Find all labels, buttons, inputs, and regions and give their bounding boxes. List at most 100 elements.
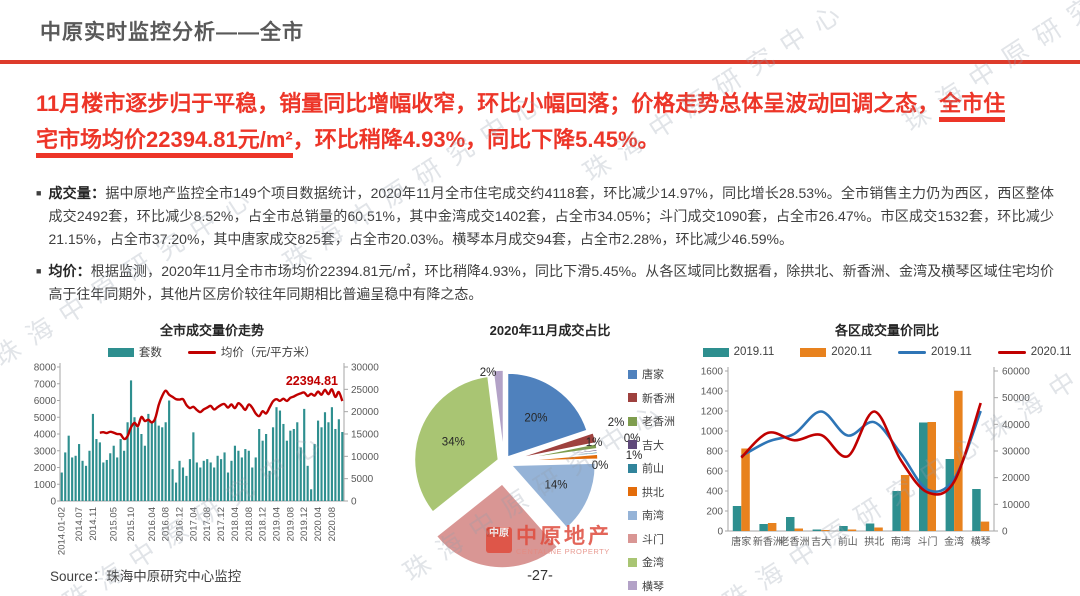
volume-bar [323, 412, 327, 501]
volume-bar [88, 450, 91, 501]
volume-bar [71, 457, 74, 501]
dot-swatch-icon [628, 534, 637, 543]
svg-text:2014.01-02: 2014.01-02 [57, 507, 68, 555]
bar [767, 523, 777, 531]
svg-text:0: 0 [1002, 527, 1008, 538]
svg-text:20000: 20000 [351, 407, 379, 418]
bar [865, 523, 875, 531]
volume-bar [313, 444, 316, 501]
bars-2019.11 [732, 422, 981, 531]
dot-swatch-icon [628, 557, 637, 567]
pie-slice-label: 1% [626, 450, 643, 462]
bullet-volume: ■ 成交量：据中原地产监控全市149个项目数据统计，2020年11月全市住宅成交… [36, 182, 1054, 251]
chart-pie-legend: 唐家 新香洲 老香洲 吉大 前山 拱北 南湾 斗门 金湾 横琴 [628, 366, 675, 594]
svg-text:1200: 1200 [701, 407, 724, 418]
svg-text:5000: 5000 [34, 413, 57, 424]
svg-text:10000: 10000 [1002, 500, 1030, 511]
svg-text:4000: 4000 [34, 430, 57, 441]
volume-bar [237, 450, 240, 501]
volume-bar [240, 457, 243, 501]
volume-bar [119, 439, 122, 501]
legend-item: 套数 [107, 344, 162, 360]
volume-bar [188, 459, 191, 502]
volume-bar [154, 417, 157, 501]
volume-bar [254, 457, 257, 501]
volume-bar [168, 400, 171, 501]
page-title: 中原实时监控分析——全市 [40, 21, 304, 44]
svg-text:2018.04: 2018.04 [230, 507, 241, 541]
volume-bar [109, 453, 112, 501]
chart-pie-title: 2020年11月成交占比 [489, 323, 611, 338]
avg-price-line [99, 388, 344, 441]
volume-bar [192, 432, 195, 501]
bar [732, 506, 742, 531]
legend-label: 新香洲 [642, 392, 675, 405]
bar [794, 528, 803, 531]
legend-label: 均价（元/平方米） [220, 347, 317, 359]
bar [812, 529, 822, 531]
volume-bar [185, 475, 188, 502]
svg-text:2019.04: 2019.04 [272, 507, 283, 541]
svg-text:6000: 6000 [34, 396, 57, 407]
svg-text:7000: 7000 [34, 379, 57, 390]
bullet-volume-label: 成交量： [48, 185, 106, 201]
line-swatch-icon [187, 350, 216, 354]
volume-bar [223, 452, 226, 501]
chart-right-plot: 1600 1400 1200 1000 800 600 400 200 0 60000 50000 4… [701, 367, 1030, 549]
svg-text:50000: 50000 [1002, 393, 1030, 404]
volume-bar [171, 469, 174, 501]
svg-text:斗门: 斗门 [918, 535, 938, 548]
svg-text:1000: 1000 [701, 427, 724, 438]
page-number: -27- [527, 568, 553, 584]
volume-bars [60, 380, 344, 502]
dot-swatch-icon [628, 581, 637, 590]
svg-text:2020.08: 2020.08 [327, 507, 338, 541]
legend-label: 南湾 [642, 510, 664, 522]
svg-text:唐家: 唐家 [731, 535, 751, 548]
dot-swatch-icon [628, 487, 637, 496]
svg-text:400: 400 [706, 487, 723, 498]
bar [927, 422, 936, 531]
volume-bar [95, 439, 98, 501]
bullet-volume-text: 据中原地产监控全市149个项目数据统计，2020年11月全市住宅成交约4118套… [48, 185, 1055, 247]
volume-bar [285, 440, 288, 501]
pie-slice-label: 34% [442, 436, 465, 448]
volume-bar [334, 428, 337, 501]
bar [759, 524, 768, 531]
volume-bar [341, 432, 344, 501]
svg-text:2015.10: 2015.10 [126, 507, 137, 541]
legend-item: 金湾 [628, 554, 675, 570]
svg-text:0: 0 [717, 527, 723, 538]
line-swatch-icon [997, 350, 1026, 354]
chart-right-title: 各区成交量价同比 [834, 323, 939, 338]
volume-bar [136, 427, 140, 501]
legend-item: 均价（元/平方米） [187, 344, 317, 360]
x-axis-labels: 2014.01-02 2014.07 2014.11 2015.05 2015.10 20… [57, 507, 338, 555]
bar [954, 390, 963, 531]
legend-label: 斗门 [642, 533, 664, 546]
svg-text:25000: 25000 [351, 385, 379, 396]
svg-text:800: 800 [706, 447, 723, 458]
svg-text:1000: 1000 [34, 480, 57, 491]
svg-text:10000: 10000 [351, 452, 379, 463]
volume-bar [337, 419, 340, 501]
legend-item: 拱北 [628, 484, 675, 500]
volume-bar [282, 423, 285, 501]
dot-swatch-icon [628, 463, 637, 473]
line-2020.11 [740, 402, 982, 496]
legend-item: 2019.11 [702, 346, 774, 358]
bullet-list: ■ 成交量：据中原地产监控全市149个项目数据统计，2020年11月全市住宅成交… [36, 182, 1054, 315]
svg-text:2017.12: 2017.12 [216, 507, 227, 541]
svg-text:30000: 30000 [351, 363, 379, 374]
volume-bar [129, 380, 133, 501]
volume-bar [216, 455, 219, 501]
svg-text:2016.12: 2016.12 [175, 507, 186, 541]
bar [980, 521, 990, 531]
axes: 8000700060005000400030002000100003000025… [34, 363, 379, 508]
volume-bar [244, 449, 247, 501]
svg-text:2018.08: 2018.08 [244, 507, 255, 541]
svg-text:200: 200 [706, 507, 723, 518]
svg-text:2015.05: 2015.05 [109, 507, 120, 541]
pie-labels: 20% 2%1% 0%0%1%14%26%34%2% [442, 367, 643, 539]
svg-text:2019.08: 2019.08 [285, 507, 296, 541]
